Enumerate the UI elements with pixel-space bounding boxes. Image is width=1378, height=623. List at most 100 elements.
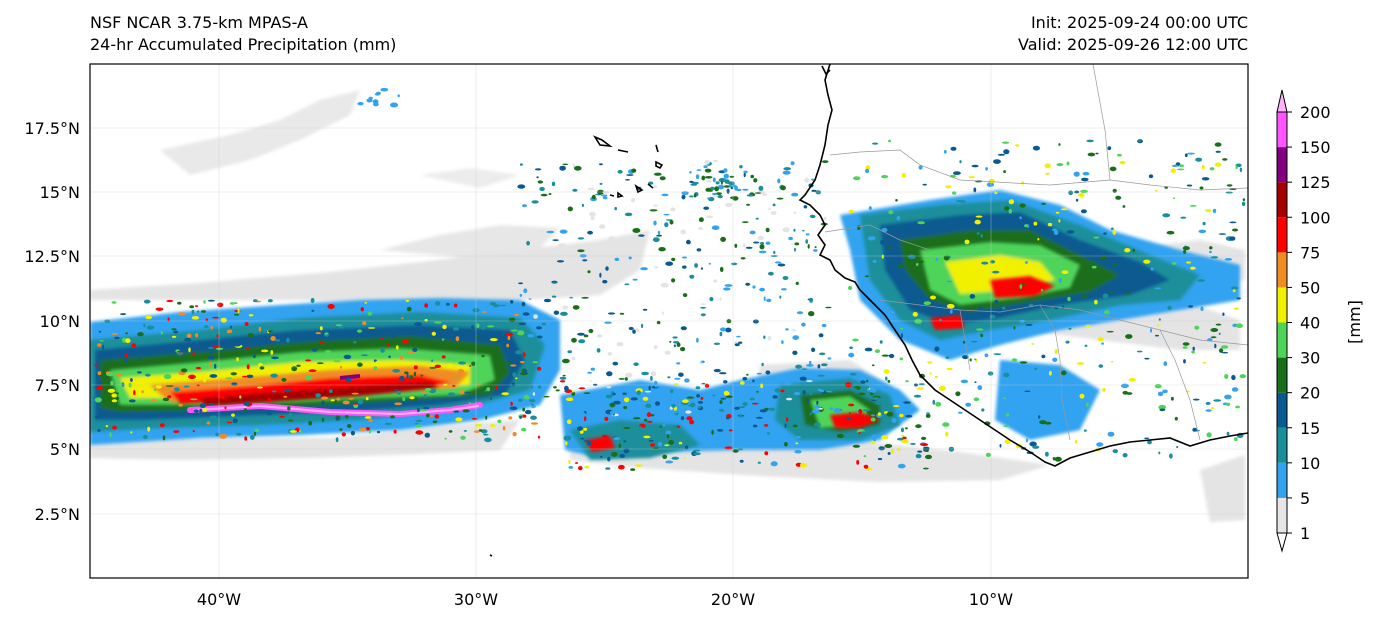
- precip-cell: [653, 185, 657, 189]
- precip-cell: [899, 357, 904, 361]
- precip-cell: [633, 417, 641, 420]
- precip-cell: [1091, 265, 1097, 269]
- precip-cell: [728, 429, 733, 432]
- precip-cell: [986, 182, 995, 187]
- precip-cell: [946, 303, 955, 309]
- precip-cell: [1210, 256, 1219, 259]
- colorbar-segment: [1277, 182, 1287, 218]
- colorbar-segment: [1277, 252, 1287, 288]
- precip-cell: [189, 305, 195, 309]
- precip-cell: [406, 373, 409, 379]
- precip-cell: [357, 362, 363, 367]
- precip-cell: [1021, 181, 1025, 185]
- precip-cell: [481, 355, 485, 358]
- precip-cell: [1191, 350, 1195, 354]
- precip-cell: [1085, 324, 1091, 327]
- precip-cell: [719, 331, 723, 337]
- precip-cell: [553, 386, 557, 389]
- precip-cell: [942, 422, 950, 427]
- precip-cell: [559, 380, 566, 383]
- precip-cell: [536, 335, 543, 339]
- precip-cell: [345, 377, 352, 383]
- precip-cell: [1033, 221, 1038, 226]
- precip-cell: [804, 177, 810, 183]
- precip-cell: [742, 221, 749, 224]
- precip-cell: [105, 425, 109, 428]
- precip-cell: [915, 424, 922, 429]
- precip-cell: [137, 332, 144, 337]
- precip-cell: [131, 343, 136, 348]
- precip-cell: [404, 371, 409, 375]
- precip-cell: [632, 228, 641, 233]
- precip-cell: [719, 372, 727, 375]
- precip-cell: [761, 362, 764, 367]
- colorbar-segment: [1277, 322, 1287, 358]
- precip-cell: [768, 208, 771, 211]
- precip-cell: [934, 346, 940, 352]
- precip-cell: [289, 430, 297, 433]
- precip-cell: [803, 205, 808, 209]
- precip-cell: [239, 395, 242, 399]
- precip-cell: [667, 376, 671, 379]
- colorbar-segment: [1277, 427, 1287, 463]
- precip-cell: [984, 353, 989, 358]
- precip-cell: [1053, 229, 1059, 235]
- precip-cell: [305, 375, 313, 381]
- precip-cell: [1235, 165, 1238, 170]
- precip-cell: [867, 236, 876, 241]
- precip-cell: [650, 371, 657, 377]
- precip-cell: [774, 261, 782, 264]
- precip-cell: [1231, 374, 1236, 381]
- precip-cell: [537, 180, 543, 184]
- precip-cell: [725, 327, 732, 333]
- precip-cell: [352, 341, 357, 344]
- precip-cell: [969, 358, 972, 362]
- precip-cell: [640, 267, 648, 271]
- precip-cell: [1226, 184, 1233, 187]
- precip-cell: [782, 227, 790, 233]
- precip-cell: [572, 163, 575, 169]
- precip-cell: [912, 311, 918, 317]
- colorbar-tick-label: 150: [1300, 138, 1331, 157]
- precip-cell: [412, 347, 418, 352]
- precip-cell: [813, 249, 818, 252]
- precip-cell: [462, 409, 470, 413]
- precip-cell: [501, 392, 510, 396]
- precip-cell: [599, 163, 603, 166]
- precip-cell: [1207, 338, 1213, 342]
- precip-cell: [529, 399, 536, 403]
- precip-cell: [917, 221, 925, 225]
- precip-cell: [1083, 429, 1087, 432]
- precip-cell: [546, 230, 555, 234]
- precip-cell: [641, 371, 649, 376]
- precip-cell: [1171, 262, 1177, 265]
- precip-cell: [813, 422, 821, 427]
- precip-cell: [700, 267, 704, 270]
- precip-cell: [1076, 362, 1085, 365]
- precip-cell: [643, 435, 651, 439]
- precip-cell: [927, 361, 933, 364]
- precip-cell: [417, 407, 420, 413]
- precip-cell: [510, 300, 514, 304]
- precip-cell: [743, 172, 746, 178]
- precip-cell: [196, 310, 200, 313]
- precip-cell: [482, 311, 487, 313]
- precip-cell: [1205, 289, 1210, 294]
- precip-cell: [195, 333, 199, 338]
- precip-cell: [522, 414, 527, 418]
- precip-cell: [1052, 357, 1058, 362]
- precip-cell: [801, 322, 806, 327]
- precip-cell: [852, 444, 861, 448]
- precip-cell: [761, 438, 769, 443]
- precip-cell: [1031, 343, 1035, 345]
- precip-cell: [1067, 296, 1071, 302]
- precip-cell: [173, 430, 180, 433]
- precip-cell: [763, 296, 766, 302]
- precip-cell: [766, 432, 770, 435]
- precip-cell: [795, 364, 802, 369]
- precip-cell: [166, 299, 174, 303]
- precip-cell: [1205, 401, 1211, 405]
- precip-cell: [663, 213, 670, 216]
- precip-cell: [426, 413, 430, 418]
- precip-cell: [742, 376, 748, 381]
